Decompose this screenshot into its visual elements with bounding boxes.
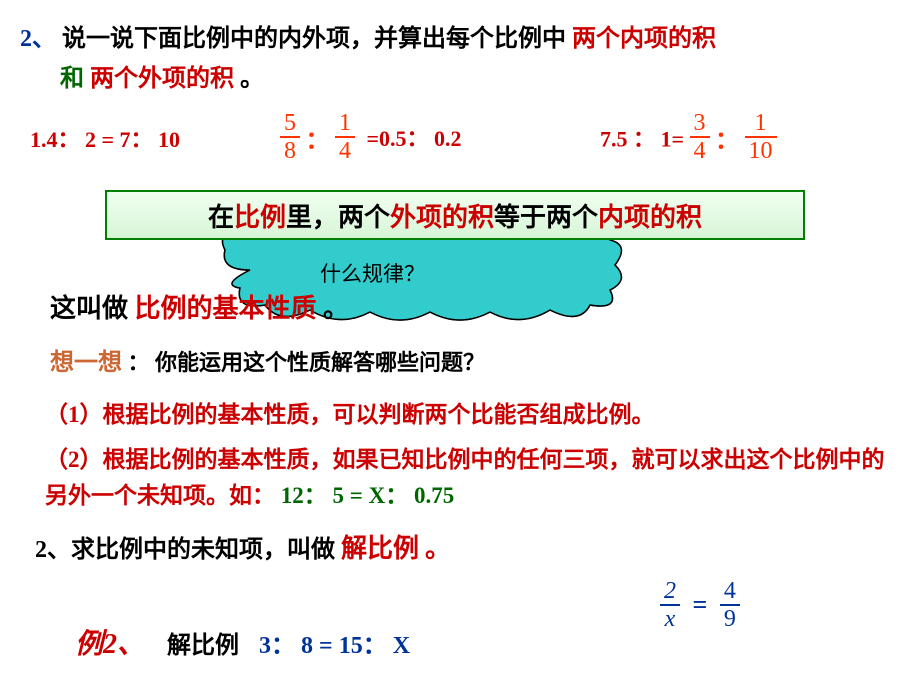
title-part1: 说一说下面比例中的内外项，并算出每个比例中 bbox=[62, 26, 566, 52]
feq-ln: 2 bbox=[660, 578, 680, 606]
prop-p2: 比例的基本性质 bbox=[135, 294, 317, 323]
think-line: 想一想 ： 你能运用这个性质解答哪些问题？ bbox=[50, 342, 485, 377]
item1-text: （1）根据比例的基本性质，可以判断两个比能否组成比例。 bbox=[45, 402, 655, 427]
feq-rn: 4 bbox=[720, 578, 740, 606]
rule-p5: 等于两个 bbox=[494, 197, 598, 234]
eq2-f2-den: 4 bbox=[335, 138, 355, 164]
title-red2: 两个外项的积 bbox=[90, 66, 234, 92]
eq2-f1-num: 5 bbox=[280, 110, 300, 138]
cloud-text-line2: 什么规律？ bbox=[320, 258, 425, 288]
feq-right: 4 9 bbox=[720, 578, 740, 633]
title-red1: 两个内项的积 bbox=[572, 26, 716, 52]
item2-eq: 12： 5 = X： 0.75 bbox=[281, 483, 454, 508]
item-1: （1）根据比例的基本性质，可以判断两个比能否组成比例。 bbox=[45, 398, 805, 433]
item-2: （2）根据比例的基本性质，如果已知比例中的任何三项，就可以求出这个比例中的另外一… bbox=[45, 442, 895, 513]
eq2-f1: 5 8 bbox=[280, 110, 300, 165]
equation-2: 5 8 ： 1 4 =0.5： 0.2 bbox=[280, 110, 462, 165]
feq-ld: x bbox=[660, 606, 680, 632]
item3-p3: 。 bbox=[425, 534, 451, 563]
eq3-f2: 1 10 bbox=[745, 110, 777, 165]
think-colon: ： bbox=[128, 350, 150, 375]
title-line-1: 2、 说一说下面比例中的内外项，并算出每个比例中 两个内项的积 bbox=[20, 18, 716, 53]
eq3-colon: ： bbox=[715, 128, 739, 154]
item3-p2: 解比例 bbox=[341, 534, 419, 563]
feq-left: 2 x bbox=[660, 578, 680, 633]
eq1-text: 1.4： 2 = 7： 10 bbox=[30, 127, 180, 152]
title-dot: 。 bbox=[240, 66, 264, 92]
rule-p3: 里，两个 bbox=[286, 197, 390, 234]
eq3-f2-num: 1 bbox=[745, 110, 777, 138]
item3-p1: 2、求比例中的未知项，叫做 bbox=[35, 537, 341, 563]
title-line-2: 和 两个外项的积 。 bbox=[60, 58, 264, 93]
eq3-f1-den: 4 bbox=[690, 138, 710, 164]
eq3-lhs: 7.5 ： 1= bbox=[600, 126, 690, 151]
equation-1: 1.4： 2 = 7： 10 bbox=[30, 122, 180, 154]
example-label: 例2、 bbox=[75, 629, 145, 660]
eq3-f2-den: 10 bbox=[745, 138, 777, 164]
eq3-f1-num: 3 bbox=[690, 110, 710, 138]
eq2-f1-den: 8 bbox=[280, 138, 300, 164]
eq2-colon: ： bbox=[306, 128, 330, 154]
prop-line: 这叫做 比例的基本性质 。 bbox=[50, 288, 349, 325]
fraction-equation: 2 x = 4 9 bbox=[660, 578, 740, 633]
equation-3: 7.5 ： 1= 3 4 ： 1 10 bbox=[600, 110, 777, 165]
eq3-f1: 3 4 bbox=[690, 110, 710, 165]
eq2-rhs: =0.5： 0.2 bbox=[367, 126, 462, 151]
feq-eq: = bbox=[693, 590, 708, 619]
prop-p3: 。 bbox=[323, 294, 349, 323]
think-q: 你能运用这个性质解答哪些问题？ bbox=[155, 350, 485, 375]
prop-p1: 这叫做 bbox=[50, 294, 128, 323]
rule-p1: 在 bbox=[208, 197, 234, 234]
example-eq: 3： 8 = 15： X bbox=[259, 633, 410, 659]
title-num: 2、 bbox=[20, 26, 56, 52]
rule-p4: 外项的积 bbox=[390, 197, 494, 234]
example-text: 解比例 bbox=[167, 633, 239, 659]
title-part2: 和 bbox=[60, 66, 84, 92]
item-3: 2、求比例中的未知项，叫做 解比例 。 bbox=[35, 528, 451, 565]
rule-p2: 比例 bbox=[234, 197, 286, 234]
rule-box: 在 比例 里，两个 外项的积 等于两个 内项的积 bbox=[105, 190, 805, 240]
rule-p6: 内项的积 bbox=[598, 197, 702, 234]
example-line: 例2、 解比例 3： 8 = 15： X bbox=[75, 622, 410, 662]
eq2-f2-num: 1 bbox=[335, 110, 355, 138]
eq2-f2: 1 4 bbox=[335, 110, 355, 165]
feq-rd: 9 bbox=[720, 606, 740, 632]
item2-text: （2）根据比例的基本性质，如果已知比例中的任何三项，就可以求出这个比例中的另外一… bbox=[45, 447, 885, 508]
think-label: 想一想 bbox=[50, 350, 122, 376]
